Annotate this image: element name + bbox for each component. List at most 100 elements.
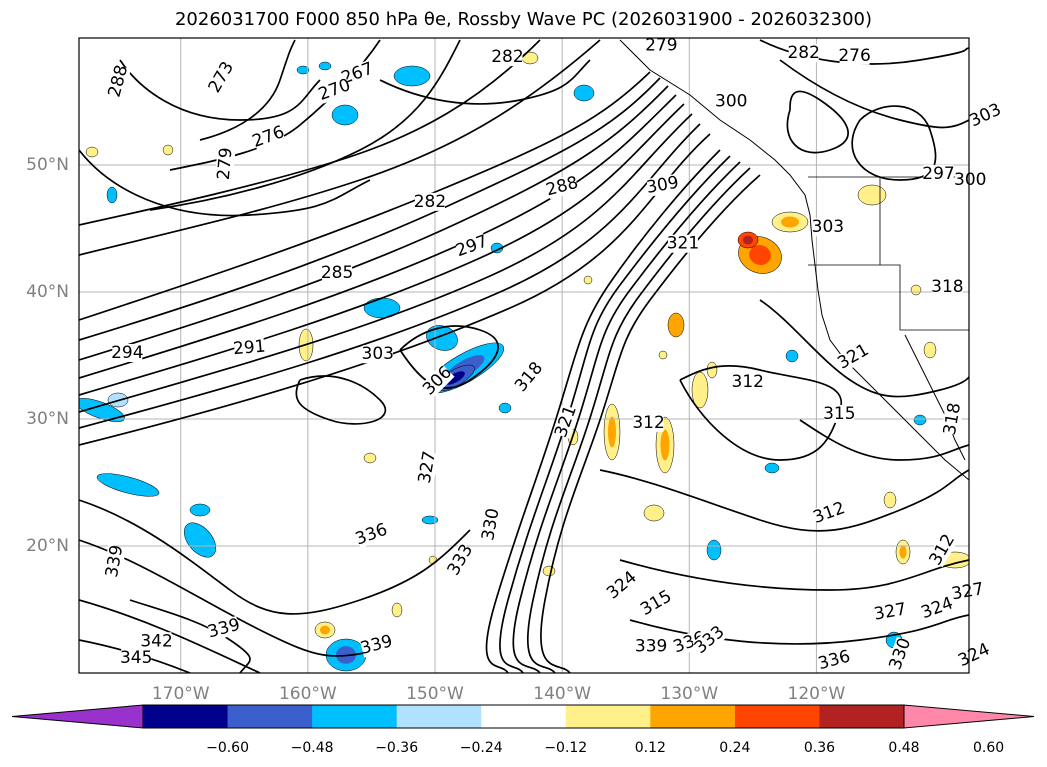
contour-label-bg <box>207 615 241 642</box>
contour-label: 279 <box>645 36 677 56</box>
contour-label-bg <box>604 568 640 602</box>
contour-label-bg <box>414 192 445 211</box>
contour-label: 273 <box>205 58 239 96</box>
contour-label-bg <box>817 647 852 673</box>
contour-label-bg <box>206 59 237 95</box>
contour-label: 291 <box>232 337 266 360</box>
colorbar-bin <box>312 705 398 728</box>
map-title: 2026031700 F000 850 hPa θe, Rossby Wave … <box>174 9 873 30</box>
contour-label: 288 <box>105 63 133 100</box>
longitude-tick-label: 160°W <box>279 684 337 704</box>
contour-label-bg <box>420 363 455 398</box>
colorbar-tick-label: 0.24 <box>719 740 750 756</box>
contour-label-bg <box>716 92 747 111</box>
contour-label-bg <box>354 520 389 549</box>
contour-label: 282 <box>414 192 446 212</box>
colorbar-bin <box>565 705 651 728</box>
anomaly-shading <box>79 51 969 672</box>
contour-label: 336 <box>353 520 390 550</box>
contour-label: 324 <box>919 593 956 623</box>
contour-label: 318 <box>931 277 963 297</box>
contour-label-bg <box>636 637 667 656</box>
theta-e-contours <box>79 39 969 673</box>
longitude-tick-label: 130°W <box>660 684 718 704</box>
colorbar <box>11 704 1035 729</box>
colorbar-bin <box>143 705 229 728</box>
contour-label: 330 <box>478 507 503 542</box>
colorbar-extend-low <box>11 704 144 729</box>
contour-label-bg <box>667 234 698 253</box>
contour-label: 303 <box>362 344 394 364</box>
colorbar-bin <box>650 705 736 728</box>
contour-label-bg <box>932 277 963 296</box>
colorbar-tick-labels: −0.60 −0.48 −0.36 −0.24 −0.12 0.12 0.24 0.36 0.4… <box>206 740 1004 756</box>
contour-label-bg <box>886 636 914 672</box>
contour-label-bg <box>317 76 352 104</box>
contour-label-bg <box>492 48 523 67</box>
contour-label: 276 <box>250 122 287 152</box>
coastline <box>619 39 969 481</box>
longitude-tick-label: 140°W <box>533 684 591 704</box>
contour-label: 315 <box>823 404 855 424</box>
contour-label: 342 <box>140 631 172 651</box>
longitude-tick-label: 170°W <box>152 684 210 704</box>
contour-label-bg <box>362 345 393 364</box>
colorbar-tick-label: 0.12 <box>635 740 666 756</box>
contour-label-bg <box>105 64 131 98</box>
colorbar-extend-high <box>903 704 1035 729</box>
contour-label: 318 <box>511 358 547 396</box>
contour-label: 282 <box>491 47 523 67</box>
contour-label-bg <box>121 648 152 667</box>
contour-label-bg <box>233 337 266 359</box>
contour-label-bg <box>359 632 394 658</box>
contour-label-bg <box>672 628 707 657</box>
colorbar-tick-label: 0.48 <box>888 740 919 756</box>
contour-label-bg <box>692 623 727 657</box>
contour-label-bg <box>633 413 664 432</box>
contour-label-bg <box>824 404 855 423</box>
contour-label: 312 <box>632 413 664 433</box>
contour-label-bg <box>251 123 286 151</box>
contour-label: 300 <box>715 92 747 112</box>
contour-label: 339 <box>206 615 243 643</box>
contour-label: 336 <box>816 646 853 674</box>
latitude-tick-labels: 20°N 30°N 40°N 50°N <box>26 155 69 556</box>
contour-label-bg <box>968 100 1003 130</box>
contour-label: 276 <box>838 46 870 66</box>
contour-label: 303 <box>812 217 844 237</box>
contour-label: 282 <box>787 43 819 63</box>
latitude-tick-label: 50°N <box>26 155 69 175</box>
colorbar-bin <box>481 705 567 728</box>
colorbar-tick-label: 0.36 <box>804 740 835 756</box>
contour-label: 324 <box>603 567 641 603</box>
contour-label: 285 <box>321 263 353 283</box>
contour-label: 297 <box>453 231 490 261</box>
contour-label-bg <box>941 402 964 436</box>
contour-label-bg <box>112 343 143 362</box>
contour-label: 339 <box>102 544 127 579</box>
contour-label: 321 <box>667 234 699 254</box>
contour-label-bg <box>545 174 579 200</box>
contour-label: 303 <box>967 100 1005 132</box>
contour-label-bg <box>835 341 871 373</box>
contour-label-bg <box>415 450 439 484</box>
latitude-tick-label: 30°N <box>26 409 69 429</box>
contour-label-bg <box>955 171 986 190</box>
contour-label-bg <box>927 532 958 568</box>
contour-label: 279 <box>214 147 237 181</box>
contour-label: 339 <box>635 636 667 656</box>
latitude-tick-label: 20°N <box>26 536 69 556</box>
longitude-tick-label: 150°W <box>406 684 464 704</box>
longitude-tick-labels: 170°W 160°W 150°W 140°W 130°W 120°W <box>152 684 846 704</box>
contour-label-bg <box>638 587 674 619</box>
contour-label-bg <box>552 404 580 439</box>
contour-label-bg <box>454 232 490 260</box>
contour-label: 318 <box>940 401 965 436</box>
latitude-tick-label: 40°N <box>26 282 69 302</box>
contour-label-bg <box>951 580 985 604</box>
contour-label-bg <box>812 218 843 237</box>
contour-label-bg <box>512 359 546 395</box>
colorbar-tick-label: −0.48 <box>291 740 334 756</box>
